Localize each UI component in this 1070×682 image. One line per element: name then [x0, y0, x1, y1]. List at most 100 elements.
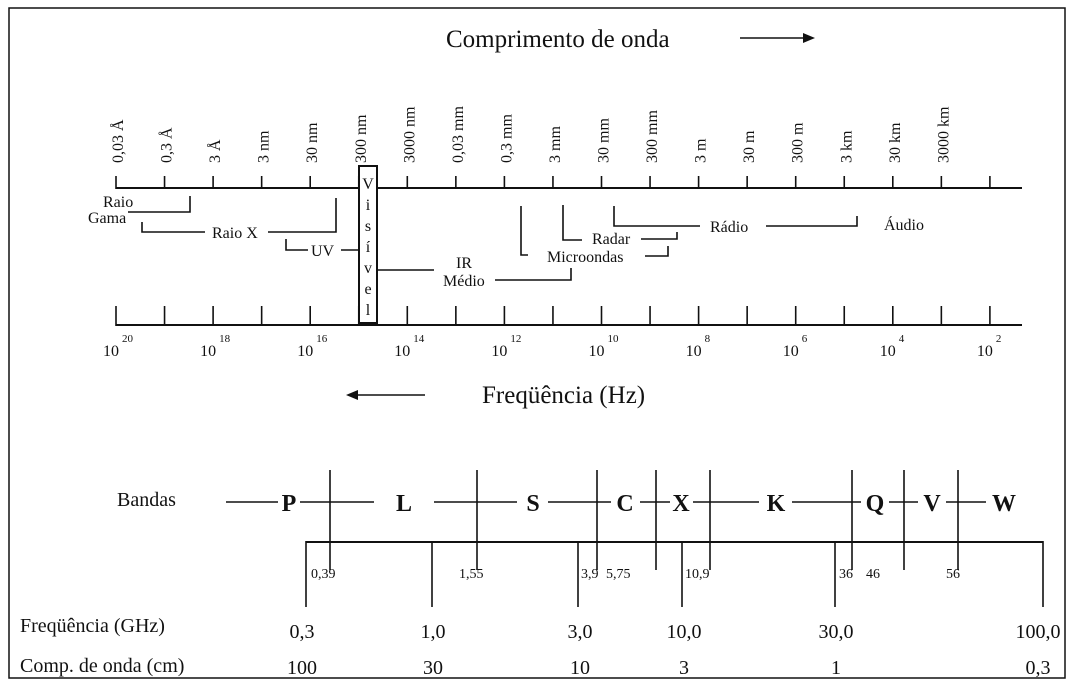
x-ray-region: Raio X — [141, 198, 337, 242]
frequency-label-exponent: 20 — [122, 333, 134, 345]
frequency-ghz-value: 10,0 — [667, 621, 702, 643]
band-name: C — [616, 491, 633, 517]
wavelength-tick-label: 300 mm — [644, 110, 661, 163]
gamma-label-line2: Gama — [88, 210, 126, 227]
visible-box — [358, 165, 378, 324]
arrow-left-icon — [346, 390, 425, 400]
bands-section: Bandas P L S C X K Q V W 0,39 1,55 3,9 5,75 10,9 36 46… — [117, 470, 1044, 607]
frame-border — [8, 7, 1066, 679]
frequency-label-exponent: 16 — [316, 333, 328, 345]
wavelength-title: Comprimento de onda — [446, 26, 670, 53]
frequency-label-exponent: 10 — [608, 333, 620, 345]
band-name: L — [396, 491, 412, 517]
wavelength-cm-values: 100 30 10 3 1 0,3 — [287, 657, 1051, 679]
infrared-region: IR Médio — [377, 255, 572, 290]
wavelength-tick-label: 3 nm — [256, 130, 273, 163]
band-boundary-frequency: 56 — [946, 567, 960, 582]
x-ray-label: Raio X — [212, 225, 258, 242]
frequency-ghz-value: 1,0 — [421, 621, 446, 643]
wavelength-tick-label: 30 nm — [304, 122, 321, 163]
wavelength-cm-label: Comp. de onda (cm) — [20, 655, 184, 677]
wavelength-tick-label: 3 m — [693, 138, 710, 163]
frequency-label-base: 10 — [394, 343, 410, 360]
microwave-region: Microondas — [520, 206, 669, 266]
wavelength-axis-ticks — [115, 176, 991, 189]
wavelength-cm-value: 30 — [423, 657, 443, 679]
frequency-label-exponent: 18 — [219, 333, 231, 345]
gamma-label-line1: Raio — [103, 194, 133, 211]
uv-region: UV — [285, 239, 359, 260]
wavelength-tick-label: 30 mm — [596, 118, 613, 163]
wavelength-tick-label: 3000 nm — [401, 106, 418, 163]
wavelength-tick-label: 3 km — [838, 130, 855, 163]
frequency-label-base: 10 — [297, 343, 313, 360]
frequency-label-base: 10 — [589, 343, 605, 360]
wavelength-cm-value: 1 — [831, 657, 841, 679]
frequency-label-base: 10 — [880, 343, 896, 360]
frequency-label-exponent: 8 — [705, 333, 711, 345]
visible-letter: s — [365, 218, 371, 235]
band-boundary-frequency: 0,39 — [311, 567, 336, 582]
band-boundary-frequency: 1,55 — [459, 567, 484, 582]
wavelength-tick-label: 0,03 mm — [450, 106, 467, 163]
bands-label: Bandas — [117, 489, 176, 511]
radio-label: Rádio — [710, 219, 748, 236]
wavelength-tick-label: 0,03 Å — [109, 119, 127, 163]
band-boundary-frequencies: 0,39 1,55 3,9 5,75 10,9 36 46 56 — [311, 567, 960, 582]
frequency-title: Freqüência (Hz) — [482, 382, 645, 409]
frequency-label-base: 10 — [103, 343, 119, 360]
band-boundary-frequency: 3,9 — [581, 567, 599, 582]
infrared-label-line2: Médio — [443, 273, 485, 290]
frequency-ghz-values: 0,3 1,0 3,0 10,0 30,0 100,0 — [290, 621, 1061, 643]
wavelength-tick-label: 0,3 Å — [158, 127, 176, 163]
band-name: K — [767, 491, 786, 517]
frequency-label-exponent: 14 — [413, 333, 425, 345]
frequency-label-exponent: 2 — [996, 333, 1002, 345]
frequency-label-base: 10 — [783, 343, 799, 360]
wavelength-cm-value: 0,3 — [1026, 657, 1051, 679]
radar-region: Radar — [562, 205, 678, 248]
frequency-ghz-value: 3,0 — [568, 621, 593, 643]
band-name: S — [526, 491, 539, 517]
wavelength-tick-label: 30 m — [741, 130, 758, 163]
frequency-label-base: 10 — [686, 343, 702, 360]
band-name: W — [992, 491, 1016, 517]
frequency-label-base: 10 — [977, 343, 993, 360]
frequency-axis-ticks — [115, 306, 991, 326]
frequency-label-exponent: 4 — [899, 333, 905, 345]
frequency-label-base: 10 — [200, 343, 216, 360]
band-boundary-frequency: 46 — [866, 567, 880, 582]
uv-label: UV — [311, 243, 335, 260]
wavelength-tick-label: 300 m — [790, 122, 807, 163]
visible-letter: i — [366, 197, 371, 214]
band-dividers — [329, 470, 959, 570]
radio-region: Rádio — [613, 206, 858, 236]
gamma-ray-region: Raio Gama — [88, 194, 191, 227]
band-name: P — [282, 491, 297, 517]
visible-letter: e — [364, 281, 371, 298]
frequency-label-base: 10 — [491, 343, 507, 360]
ghz-scale-ticks — [305, 541, 1044, 607]
arrow-right-icon — [740, 33, 815, 43]
band-boundary-frequency: 10,9 — [685, 567, 710, 582]
band-name: V — [923, 491, 941, 517]
frequency-ghz-value: 0,3 — [290, 621, 315, 643]
frequency-ghz-label: Freqüência (GHz) — [20, 615, 165, 637]
band-name: Q — [866, 491, 885, 517]
wavelength-tick-label: 0,3 mm — [498, 114, 515, 163]
band-boundary-frequency: 5,75 — [606, 567, 631, 582]
wavelength-cm-value: 3 — [679, 657, 689, 679]
visible-letter: v — [364, 260, 372, 277]
wavelength-tick-label: 3000 km — [935, 106, 952, 163]
band-name: X — [672, 491, 690, 517]
visible-letter: V — [362, 176, 374, 193]
wavelength-tick-label: 3 mm — [547, 126, 564, 163]
frequency-ghz-value: 100,0 — [1016, 621, 1061, 643]
band-boundary-frequency: 36 — [839, 567, 853, 582]
wavelength-axis-labels: 0,03 Å 0,3 Å 3 Å 3 nm 30 nm 300 nm 3000 nm 0,03… — [109, 106, 952, 163]
radar-label: Radar — [592, 231, 631, 248]
wavelength-tick-label: 3 Å — [206, 139, 224, 163]
